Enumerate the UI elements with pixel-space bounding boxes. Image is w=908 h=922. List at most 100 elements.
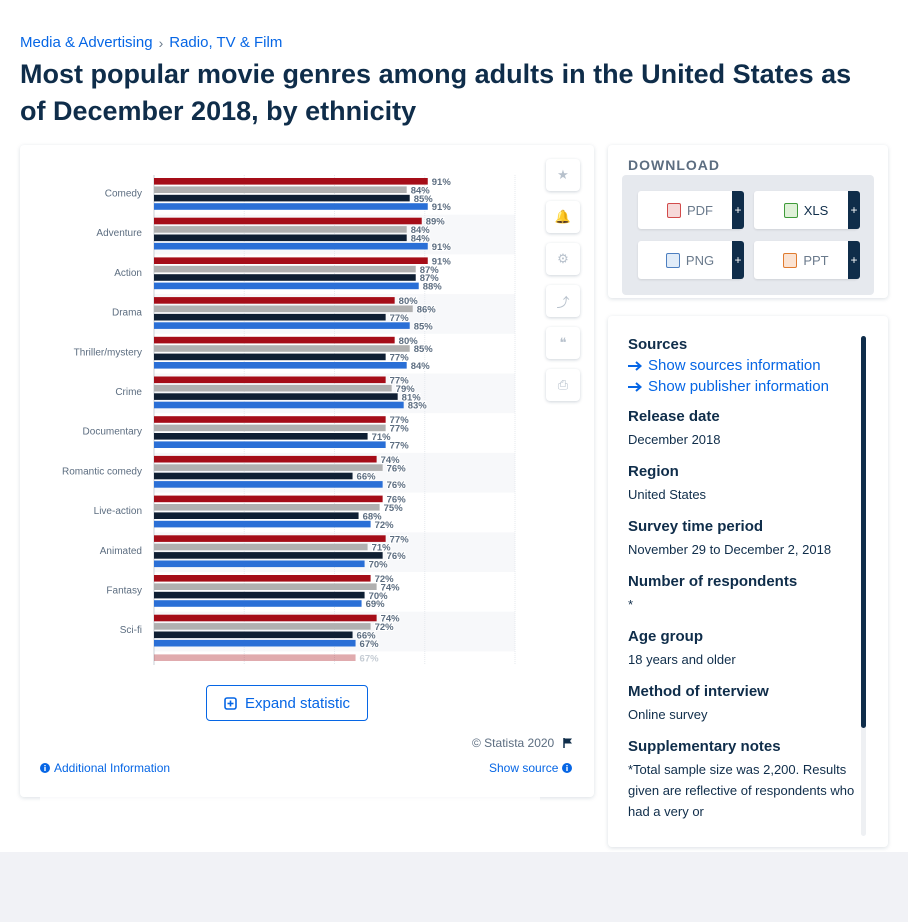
bar: [154, 639, 356, 647]
additional-information-link[interactable]: Additional Information: [40, 761, 170, 775]
data-label: 67%: [360, 639, 380, 650]
bar-chart: Comedy91%84%85%91%Adventure89%84%84%91%A…: [62, 175, 516, 665]
data-label: 70%: [369, 560, 389, 571]
print-icon[interactable]: ⎙: [546, 369, 580, 401]
data-label: 77%: [390, 376, 410, 387]
settings-gear-icon[interactable]: ⚙: [546, 243, 580, 275]
bar: [154, 203, 428, 210]
bar: [154, 217, 422, 225]
data-label: 75%: [384, 503, 404, 514]
bar: [154, 455, 377, 463]
citation-quote-icon[interactable]: ❝: [546, 327, 580, 359]
category-label: Comedy: [105, 189, 142, 200]
category-label: Sci-fi: [120, 625, 142, 636]
data-label: 77%: [390, 353, 410, 364]
ppt-label: PPT: [803, 252, 829, 268]
additional-information-label: Additional Information: [54, 761, 171, 775]
download-pdf-button[interactable]: PDF +: [638, 191, 744, 229]
data-label: 71%: [372, 432, 392, 443]
category-label: Documentary: [83, 427, 142, 438]
chart-toolbar: ★ 🔔 ⚙ ⤴ ❝ ⎙: [546, 159, 580, 401]
breadcrumb-separator: ›: [158, 34, 164, 51]
data-label: 74%: [381, 455, 401, 466]
bar: [154, 178, 428, 185]
info-content: Sources Show sources information Show pu…: [628, 336, 858, 826]
data-label: 84%: [411, 234, 431, 245]
bar: [154, 384, 392, 392]
release-date-heading: Release date: [628, 408, 720, 425]
download-png-button[interactable]: PNG +: [638, 241, 744, 279]
bar: [154, 265, 416, 273]
bar: [154, 336, 395, 344]
bar: [154, 424, 386, 432]
data-label: 80%: [399, 296, 419, 307]
breadcrumb-media-advertising[interactable]: Media & Advertising: [20, 34, 153, 51]
data-label: 77%: [390, 415, 410, 426]
show-publisher-link[interactable]: Show publisher information: [628, 378, 858, 395]
copyright: © Statista 2020: [472, 736, 574, 750]
png-label: PNG: [685, 252, 715, 268]
show-sources-label: Show sources information: [648, 357, 821, 374]
show-source-link[interactable]: Show source: [489, 761, 573, 775]
data-label: 88%: [423, 282, 443, 293]
data-label: 70%: [369, 591, 389, 602]
data-label: 89%: [426, 217, 446, 228]
data-label: 74%: [381, 582, 401, 593]
xls-plus-badge: +: [848, 191, 860, 229]
data-label: 91%: [432, 256, 452, 267]
show-sources-link[interactable]: Show sources information: [628, 357, 858, 374]
bar: [154, 376, 386, 384]
data-label: 68%: [363, 511, 383, 522]
data-label: 85%: [414, 344, 434, 355]
data-label: 72%: [375, 574, 395, 585]
bar: [154, 535, 386, 542]
data-label: 76%: [387, 480, 407, 491]
report-flag-icon[interactable]: [562, 737, 574, 749]
data-label: 66%: [357, 631, 377, 642]
download-xls-button[interactable]: XLS +: [754, 191, 860, 229]
pdf-file-icon: [667, 202, 681, 218]
bar: [154, 591, 365, 599]
bar: [154, 242, 428, 250]
category-label: Live-action: [94, 506, 142, 517]
bar: [154, 257, 428, 264]
bar: [154, 441, 386, 448]
bar: [154, 274, 416, 281]
bar: [154, 504, 380, 511]
xls-file-icon: [783, 202, 798, 218]
bar: [154, 234, 407, 242]
download-ppt-button[interactable]: PPT +: [754, 241, 860, 279]
data-label: 91%: [432, 202, 452, 213]
data-label: 76%: [387, 495, 407, 506]
data-label: 84%: [411, 185, 431, 196]
data-label: 66%: [357, 472, 377, 483]
share-icon[interactable]: ⤴: [546, 285, 580, 317]
bar: [154, 520, 371, 528]
data-label: 79%: [396, 384, 416, 395]
bar: [154, 552, 383, 559]
breadcrumb-radio-tv-film[interactable]: Radio, TV & Film: [169, 34, 283, 51]
chart-fade: [40, 773, 540, 803]
age-group-value: 18 years and older: [628, 652, 736, 667]
bar: [154, 353, 386, 361]
data-label: 71%: [372, 543, 392, 554]
show-source-label: Show source: [489, 761, 559, 775]
survey-period-heading: Survey time period: [628, 518, 764, 535]
expand-statistic-button[interactable]: Expand statistic: [206, 685, 368, 721]
notification-bell-icon[interactable]: 🔔: [546, 201, 580, 233]
data-label: 76%: [387, 463, 407, 474]
category-label: Animated: [100, 546, 142, 557]
info-scroll-thumb[interactable]: [861, 336, 866, 728]
footer-band: [0, 852, 908, 922]
bar: [154, 600, 362, 607]
bar: [154, 416, 386, 423]
category-label: Fantasy: [106, 586, 142, 597]
bar: [154, 654, 356, 661]
category-label: Action: [114, 268, 142, 279]
data-label: 77%: [390, 534, 410, 545]
bar: [154, 472, 353, 480]
notes-heading: Supplementary notes: [628, 738, 781, 755]
bar: [154, 512, 359, 519]
info-icon: [40, 763, 50, 773]
favorite-star-icon[interactable]: ★: [546, 159, 580, 191]
